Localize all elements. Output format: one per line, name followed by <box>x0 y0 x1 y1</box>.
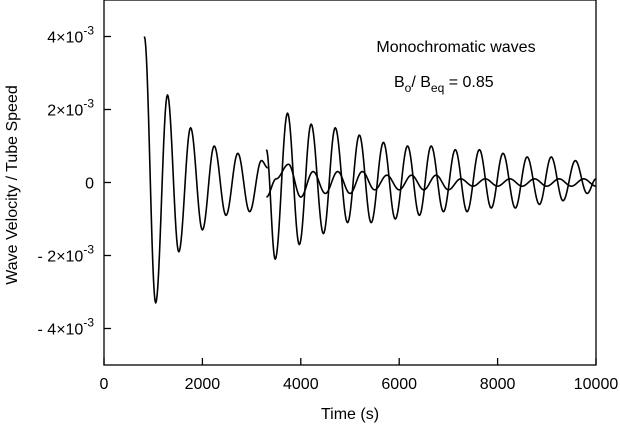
x-tick-label: 10000 <box>574 376 619 393</box>
tick-group: 0 2000 4000 6000 8000 10000 4×10-3 2×10-3 0 - 2×1… <box>38 24 619 394</box>
annotation-value: = 0.85 <box>444 74 493 91</box>
annotation-title: Monochromatic waves <box>376 39 535 56</box>
y-axis-label: Wave Velocity / Tube Speed <box>4 85 21 285</box>
annotation-eq-sub: eq <box>431 81 444 95</box>
x-tick-label: 4000 <box>283 376 319 393</box>
annotation-slash-b: / B <box>411 74 431 91</box>
x-tick-label: 6000 <box>381 376 417 393</box>
y-tick-label: 0 <box>85 176 94 193</box>
annotation-ratio: Bo/ Beq = 0.85 <box>394 74 494 95</box>
annotation-b: B <box>394 74 405 91</box>
series-line <box>265 112 597 260</box>
x-tick-label: 2000 <box>185 376 221 393</box>
series-line <box>143 36 269 304</box>
series-group <box>143 36 597 304</box>
annotation-b-sub: o <box>405 81 412 95</box>
y-tick-label: 2×10-3 <box>47 97 94 120</box>
x-axis-label: Time (s) <box>321 406 379 423</box>
y-tick-label: 4×10-3 <box>47 24 94 47</box>
series-line <box>266 163 597 198</box>
x-tick-label: 8000 <box>480 376 516 393</box>
y-tick-label: - 2×10-3 <box>38 243 95 266</box>
y-tick-label: - 4×10-3 <box>38 316 95 339</box>
x-tick-label: 0 <box>100 376 109 393</box>
